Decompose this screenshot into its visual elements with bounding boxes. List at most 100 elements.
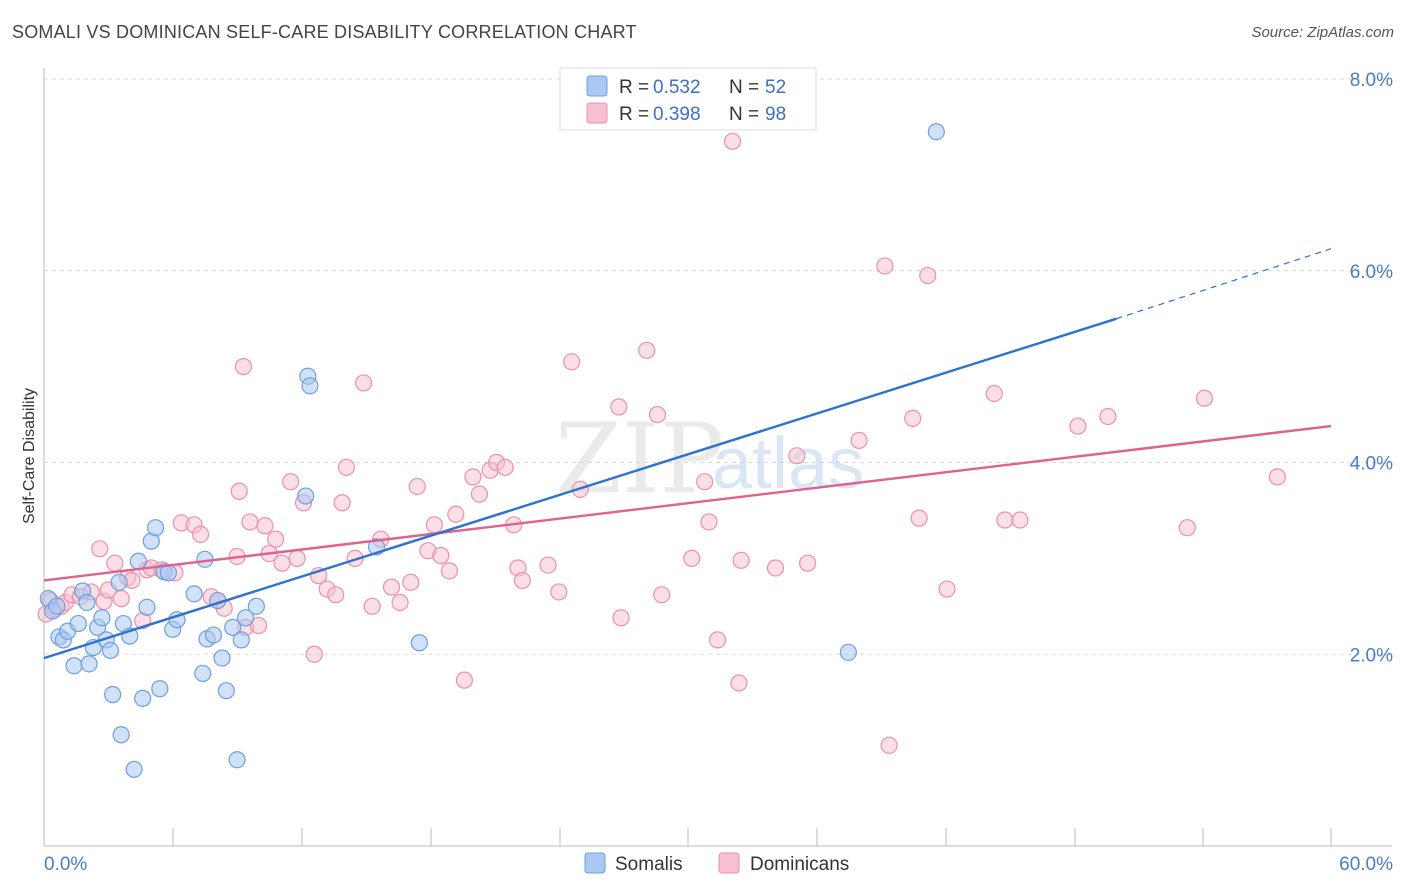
dominicans-point-81: [730, 674, 748, 692]
dominicans-point-59: [464, 468, 482, 486]
dominicans-point-99: [1195, 389, 1214, 407]
dominicans-point-91: [919, 266, 937, 285]
dominicans-point-73: [638, 341, 656, 359]
dominicans-bottom-swatch: [718, 852, 740, 874]
dominicans-point-12: [112, 590, 130, 608]
chart-source: Source: ZipAtlas.com: [1251, 24, 1394, 41]
somalis-point-42: [232, 631, 250, 649]
dominicans-point-97: [1099, 407, 1117, 426]
somalis-point-38: [213, 649, 231, 667]
dominicans-point-55: [432, 546, 450, 565]
dominicans-r-label: R =: [619, 104, 649, 125]
dominicans-point-82: [732, 551, 750, 569]
dominicans-point-94: [996, 511, 1014, 529]
somalis-n-label: N =: [729, 77, 759, 98]
dominicans-point-51: [402, 573, 420, 591]
dominicans-point-71: [610, 398, 628, 416]
somalis-point-44: [247, 597, 265, 615]
dominicans-point-36: [282, 473, 300, 491]
dominicans-point-79: [708, 631, 727, 649]
chart-title: SOMALI VS DOMINICAN SELF-CARE DISABILITY…: [12, 22, 637, 42]
dominicans-point-88: [880, 736, 898, 754]
somalis-point-2: [48, 597, 66, 615]
dominicans-point-47: [363, 597, 381, 615]
dominicans-point-76: [683, 549, 701, 567]
dominicans-point-56: [440, 562, 459, 580]
dominicans-point-32: [256, 517, 274, 535]
dominicans-legend-label: Dominicans: [750, 854, 849, 875]
y-tick-label-1: 4.0%: [1350, 454, 1393, 475]
dominicans-point-35: [273, 554, 291, 572]
dominicans-point-39: [305, 645, 323, 663]
dominicans-point-100: [1268, 468, 1286, 486]
dominicans-point-8: [91, 540, 109, 558]
somalis-point-47: [301, 377, 319, 395]
dominicans-point-50: [391, 593, 409, 612]
dominicans-point-34: [267, 530, 285, 548]
dominicans-point-80: [723, 132, 742, 150]
dominicans-point-87: [876, 257, 894, 275]
x-tick-label-min: 0.0%: [44, 854, 87, 875]
axes: [43, 68, 1392, 847]
dominicans-point-96: [1069, 417, 1087, 435]
somalis-point-13: [93, 609, 111, 627]
somalis-point-9: [78, 593, 96, 612]
dominicans-n-label: N =: [729, 104, 759, 125]
dominicans-point-67: [539, 556, 557, 574]
somalis-bottom-swatch: [584, 852, 606, 874]
somalis-point-27: [151, 680, 169, 698]
somalis-n-value: 52: [765, 77, 786, 98]
somalis-point-43: [237, 609, 255, 627]
y-tick-labels: 2.0% 4.0% 6.0% 8.0%: [1350, 70, 1393, 666]
somalis-point-51: [927, 123, 945, 141]
dominicans-point-60: [470, 485, 489, 503]
dominicans-point-42: [327, 586, 345, 604]
x-tick-label-max: 60.0%: [1339, 854, 1393, 875]
somalis-point-24: [138, 598, 156, 616]
somalis-point-22: [129, 552, 147, 570]
somalis-point-32: [185, 585, 203, 603]
y-axis-title: Self-Care Disability: [21, 388, 38, 524]
dominicans-point-63: [496, 458, 514, 476]
somalis-point-39: [217, 682, 235, 700]
dominicans-point-92: [938, 580, 956, 598]
somalis-point-40: [224, 618, 242, 637]
dominicans-point-29: [234, 358, 253, 376]
somalis-r-value: 0.532: [653, 77, 701, 98]
somalis-trend-extension: [1116, 248, 1332, 320]
y-tick-label-3: 8.0%: [1350, 70, 1393, 91]
somalis-legend-swatch: [586, 75, 608, 97]
somalis-point-10: [80, 655, 98, 673]
somalis-point-50: [839, 643, 857, 661]
somalis-point-36: [204, 626, 223, 644]
dominicans-point-72: [612, 609, 630, 627]
dominicans-point-69: [563, 353, 581, 371]
dominicans-point-86: [850, 431, 868, 450]
dominicans-point-27: [230, 482, 248, 500]
somalis-point-49: [410, 634, 428, 652]
dominicans-point-75: [653, 586, 671, 604]
dominicans-legend-swatch: [586, 102, 608, 124]
dominicans-point-43: [333, 494, 351, 512]
dominicans-point-93: [985, 384, 1003, 403]
somalis-trend-line: [43, 317, 1117, 660]
dominicans-point-57: [447, 505, 465, 523]
dominicans-point-66: [513, 571, 531, 590]
somalis-point-17: [110, 573, 128, 591]
dominicans-point-54: [425, 516, 443, 534]
dominicans-point-83: [766, 559, 785, 577]
watermark: ZIP atlas: [555, 403, 864, 515]
somalis-legend-label: Somalis: [615, 854, 683, 875]
dominicans-point-74: [648, 405, 667, 424]
somalis-point-45: [297, 487, 315, 505]
dominicans-point-30: [241, 513, 259, 531]
dominicans-point-77: [696, 473, 714, 491]
dominicans-point-95: [1011, 511, 1029, 529]
dominicans-point-98: [1178, 519, 1196, 537]
somalis-point-6: [65, 657, 83, 675]
somalis-point-23: [134, 689, 152, 707]
dominicans-trend-line: [43, 424, 1332, 582]
dominicans-point-78: [700, 513, 718, 531]
trend-lines: [43, 248, 1332, 660]
somalis-point-26: [146, 519, 165, 537]
